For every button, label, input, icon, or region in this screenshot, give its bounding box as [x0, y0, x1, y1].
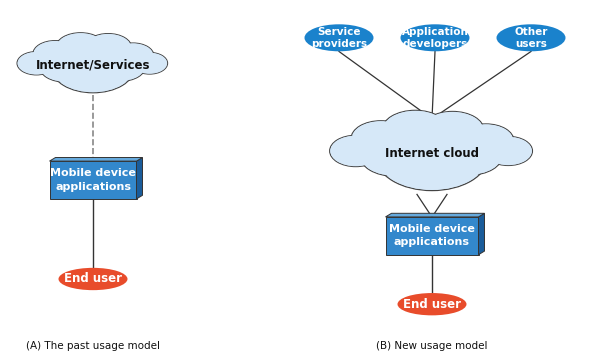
Polygon shape — [49, 158, 143, 161]
Text: End user: End user — [64, 273, 122, 285]
Polygon shape — [386, 213, 485, 217]
Polygon shape — [49, 161, 137, 199]
Ellipse shape — [59, 268, 128, 290]
Text: Internet/Services: Internet/Services — [36, 58, 150, 71]
Text: Application
developers: Application developers — [401, 27, 469, 49]
Text: (A) The past usage model: (A) The past usage model — [26, 341, 160, 351]
Text: Mobile device
applications: Mobile device applications — [389, 224, 475, 247]
Polygon shape — [386, 217, 479, 255]
Text: Service
providers: Service providers — [311, 27, 367, 49]
Ellipse shape — [304, 24, 373, 51]
Ellipse shape — [398, 293, 467, 315]
Polygon shape — [479, 213, 485, 255]
Text: Other
users: Other users — [514, 27, 548, 49]
Text: Internet cloud: Internet cloud — [385, 147, 479, 159]
Text: Mobile device
applications: Mobile device applications — [50, 168, 136, 192]
Ellipse shape — [497, 24, 566, 51]
Ellipse shape — [401, 24, 470, 51]
Text: (B) New usage model: (B) New usage model — [376, 341, 488, 351]
Text: End user: End user — [403, 298, 461, 311]
Polygon shape — [137, 158, 143, 199]
